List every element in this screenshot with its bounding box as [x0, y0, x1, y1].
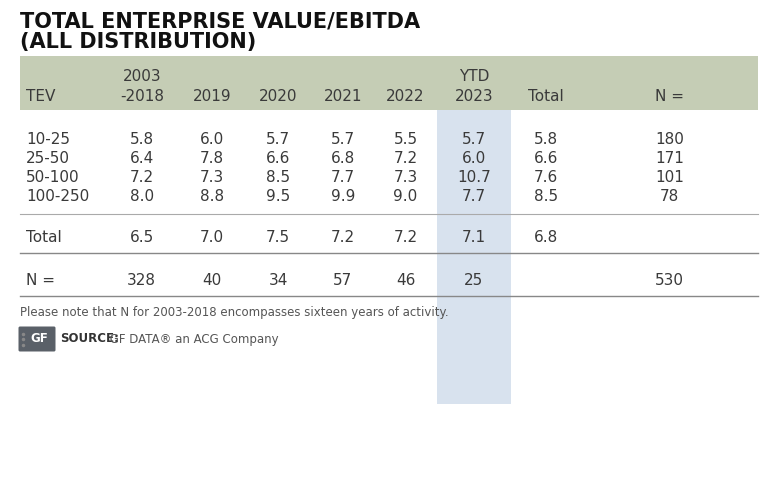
Text: 50-100: 50-100 — [26, 170, 79, 185]
Text: 9.0: 9.0 — [394, 189, 418, 204]
Text: 78: 78 — [660, 189, 679, 204]
Bar — [20, 56, 758, 110]
Text: 8.5: 8.5 — [534, 189, 558, 204]
Text: 6.6: 6.6 — [266, 151, 290, 166]
Text: TOTAL ENTERPRISE VALUE/EBITDA: TOTAL ENTERPRISE VALUE/EBITDA — [20, 12, 420, 32]
Text: Please note that N for 2003-2018 encompasses sixteen years of activity.: Please note that N for 2003-2018 encompa… — [20, 306, 449, 319]
Text: 171: 171 — [655, 151, 684, 166]
Text: 5.7: 5.7 — [266, 132, 290, 147]
Text: 2020: 2020 — [259, 89, 297, 104]
Text: SOURCE:: SOURCE: — [60, 332, 119, 345]
Text: 2022: 2022 — [387, 89, 425, 104]
Text: 5.8: 5.8 — [534, 132, 558, 147]
Text: 180: 180 — [655, 132, 684, 147]
Text: 530: 530 — [655, 273, 684, 288]
Text: 7.2: 7.2 — [331, 230, 355, 245]
Text: YTD: YTD — [459, 69, 489, 84]
Text: 2019: 2019 — [193, 89, 231, 104]
Text: 7.1: 7.1 — [462, 230, 486, 245]
Text: 5.7: 5.7 — [462, 132, 486, 147]
Text: N =: N = — [655, 89, 684, 104]
Text: 57: 57 — [333, 273, 352, 288]
Text: 5.7: 5.7 — [331, 132, 355, 147]
Text: 5.8: 5.8 — [130, 132, 154, 147]
Text: Total: Total — [528, 89, 564, 104]
Text: 6.5: 6.5 — [130, 230, 154, 245]
FancyBboxPatch shape — [19, 327, 55, 352]
Text: TEV: TEV — [26, 89, 55, 104]
Text: 7.7: 7.7 — [331, 170, 355, 185]
Text: 2023: 2023 — [454, 89, 493, 104]
Text: Total: Total — [26, 230, 61, 245]
Bar — [20, 56, 758, 110]
Text: 2003: 2003 — [122, 69, 161, 84]
Bar — [437, 56, 511, 404]
Text: 46: 46 — [396, 273, 415, 288]
Text: GF: GF — [30, 332, 48, 345]
Text: 5.5: 5.5 — [394, 132, 418, 147]
Text: 7.3: 7.3 — [394, 170, 418, 185]
Text: 6.8: 6.8 — [534, 230, 558, 245]
Text: 6.8: 6.8 — [331, 151, 355, 166]
Text: N =: N = — [26, 273, 55, 288]
Text: 6.0: 6.0 — [462, 151, 486, 166]
Text: 7.0: 7.0 — [200, 230, 224, 245]
Text: 9.5: 9.5 — [266, 189, 290, 204]
Text: 7.3: 7.3 — [200, 170, 224, 185]
Text: 6.4: 6.4 — [130, 151, 154, 166]
Text: 8.5: 8.5 — [266, 170, 290, 185]
Text: 34: 34 — [268, 273, 288, 288]
Text: 2021: 2021 — [324, 89, 362, 104]
Text: 25: 25 — [464, 273, 483, 288]
Text: 7.5: 7.5 — [266, 230, 290, 245]
Text: 7.2: 7.2 — [130, 170, 154, 185]
Text: 101: 101 — [655, 170, 684, 185]
Text: 7.2: 7.2 — [394, 230, 418, 245]
Text: 7.7: 7.7 — [462, 189, 486, 204]
Text: 10.7: 10.7 — [457, 170, 491, 185]
Text: 25-50: 25-50 — [26, 151, 70, 166]
Text: 40: 40 — [202, 273, 222, 288]
Text: 328: 328 — [128, 273, 156, 288]
Text: 9.9: 9.9 — [331, 189, 355, 204]
Text: 7.8: 7.8 — [200, 151, 224, 166]
Text: 7.6: 7.6 — [534, 170, 558, 185]
Text: -2018: -2018 — [120, 89, 164, 104]
Text: 6.6: 6.6 — [534, 151, 558, 166]
Text: 10-25: 10-25 — [26, 132, 70, 147]
Text: 7.2: 7.2 — [394, 151, 418, 166]
Text: 8.8: 8.8 — [200, 189, 224, 204]
Text: (ALL DISTRIBUTION): (ALL DISTRIBUTION) — [20, 32, 256, 52]
Text: 8.0: 8.0 — [130, 189, 154, 204]
Text: 100-250: 100-250 — [26, 189, 89, 204]
Text: 6.0: 6.0 — [200, 132, 224, 147]
Text: GF DATA® an ACG Company: GF DATA® an ACG Company — [106, 332, 279, 345]
